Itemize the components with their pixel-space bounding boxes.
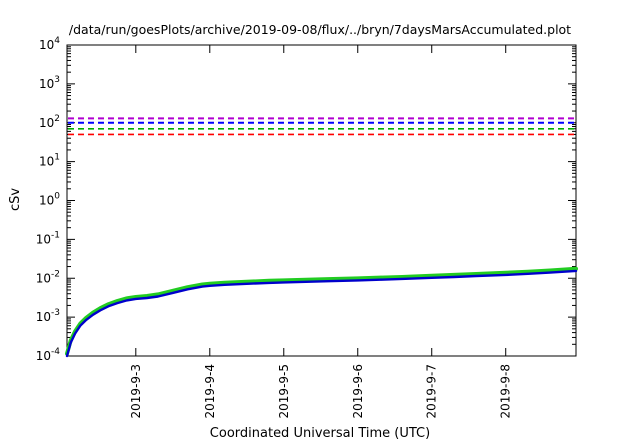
x-tick-label: 2019-9-3 — [129, 364, 143, 418]
accumulated-dose-blue-curve — [65, 269, 578, 358]
plot-frame — [66, 44, 577, 357]
y-tick-label: 100 — [39, 192, 60, 208]
x-axis-label: Coordinated Universal Time (UTC) — [209, 426, 431, 441]
y-tick-label: 101 — [39, 153, 60, 169]
plot-title: /data/run/goesPlots/archive/2019-09-08/f… — [68, 22, 572, 37]
y-tick-label: 10-3 — [36, 308, 60, 324]
y-tick-label: 104 — [39, 36, 60, 52]
y-tick-label: 103 — [39, 75, 60, 91]
x-tick-label: 2019-9-6 — [351, 364, 365, 418]
y-tick-label: 10-2 — [36, 269, 60, 285]
y-tick-label: 10-1 — [36, 230, 60, 246]
x-tick-label: 2019-9-5 — [277, 364, 291, 418]
x-tick-label: 2019-9-8 — [499, 364, 513, 418]
y-tick-label: 102 — [39, 114, 60, 130]
x-tick-label: 2019-9-7 — [425, 364, 439, 418]
x-tick-label: 2019-9-4 — [203, 364, 217, 418]
y-axis-label: cSv — [8, 187, 24, 212]
y-tick-label: 10-4 — [36, 347, 61, 363]
accumulated-dose-green-curve — [65, 266, 578, 356]
